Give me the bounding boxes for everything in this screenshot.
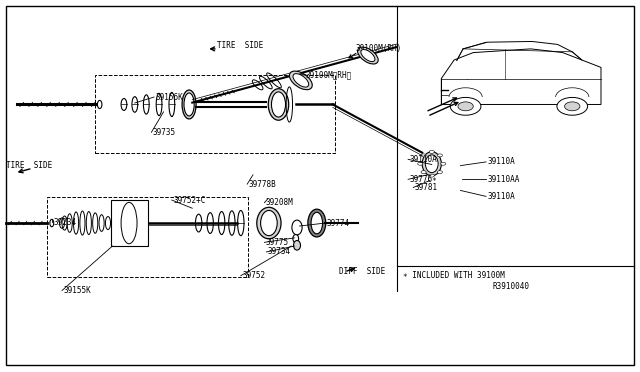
- Ellipse shape: [257, 207, 281, 239]
- Text: 39155K: 39155K: [63, 286, 91, 295]
- Ellipse shape: [184, 93, 194, 116]
- Ellipse shape: [121, 202, 137, 244]
- Ellipse shape: [294, 240, 301, 250]
- Ellipse shape: [293, 74, 308, 87]
- Text: 39778B: 39778B: [248, 180, 276, 189]
- Bar: [47, 197, 248, 277]
- Circle shape: [564, 102, 580, 111]
- Text: 39752+C: 39752+C: [173, 196, 205, 205]
- Ellipse shape: [311, 212, 323, 234]
- Ellipse shape: [268, 89, 289, 120]
- Ellipse shape: [426, 155, 438, 173]
- Bar: [95, 75, 335, 153]
- Text: 39100M(RH): 39100M(RH): [355, 44, 401, 53]
- Circle shape: [421, 171, 426, 174]
- Ellipse shape: [292, 220, 302, 235]
- Text: 39734: 39734: [268, 247, 291, 256]
- Text: 39735: 39735: [153, 128, 176, 137]
- Text: 39110A: 39110A: [487, 192, 515, 201]
- Circle shape: [418, 162, 423, 165]
- Ellipse shape: [260, 211, 277, 235]
- Text: 39156K: 39156K: [156, 93, 183, 102]
- Circle shape: [421, 154, 426, 157]
- Ellipse shape: [358, 47, 378, 64]
- Circle shape: [429, 174, 435, 177]
- Ellipse shape: [361, 49, 375, 62]
- Ellipse shape: [422, 152, 442, 176]
- Text: 39110A: 39110A: [410, 155, 437, 164]
- Bar: [111, 200, 148, 246]
- Ellipse shape: [293, 235, 299, 243]
- Ellipse shape: [182, 90, 196, 119]
- Text: 39100M〈RH〉: 39100M〈RH〉: [306, 70, 352, 79]
- Text: 39781: 39781: [415, 183, 438, 192]
- Text: DIFF  SIDE: DIFF SIDE: [339, 267, 385, 276]
- Circle shape: [441, 162, 446, 165]
- Circle shape: [437, 154, 442, 157]
- Text: 39752: 39752: [242, 271, 265, 280]
- Ellipse shape: [50, 219, 54, 227]
- Ellipse shape: [289, 71, 312, 90]
- Text: 39775: 39775: [266, 238, 289, 247]
- Ellipse shape: [97, 100, 102, 109]
- Ellipse shape: [308, 209, 326, 237]
- Text: 39774: 39774: [326, 219, 349, 228]
- Text: TIRE  SIDE: TIRE SIDE: [6, 161, 52, 170]
- Text: 39234: 39234: [53, 218, 76, 227]
- Text: ∗ INCLUDED WITH 39100M: ∗ INCLUDED WITH 39100M: [403, 271, 505, 280]
- Text: R3910040: R3910040: [492, 282, 529, 291]
- Circle shape: [437, 171, 442, 174]
- Text: 39776∗: 39776∗: [410, 175, 437, 184]
- Text: 39208M: 39208M: [266, 198, 294, 207]
- Circle shape: [451, 97, 481, 115]
- Circle shape: [557, 97, 588, 115]
- Text: TIRE  SIDE: TIRE SIDE: [216, 41, 263, 51]
- Circle shape: [458, 102, 473, 111]
- Circle shape: [429, 150, 435, 153]
- Ellipse shape: [271, 92, 285, 117]
- Text: 39110AA: 39110AA: [487, 175, 520, 184]
- Text: 39110A: 39110A: [487, 157, 515, 166]
